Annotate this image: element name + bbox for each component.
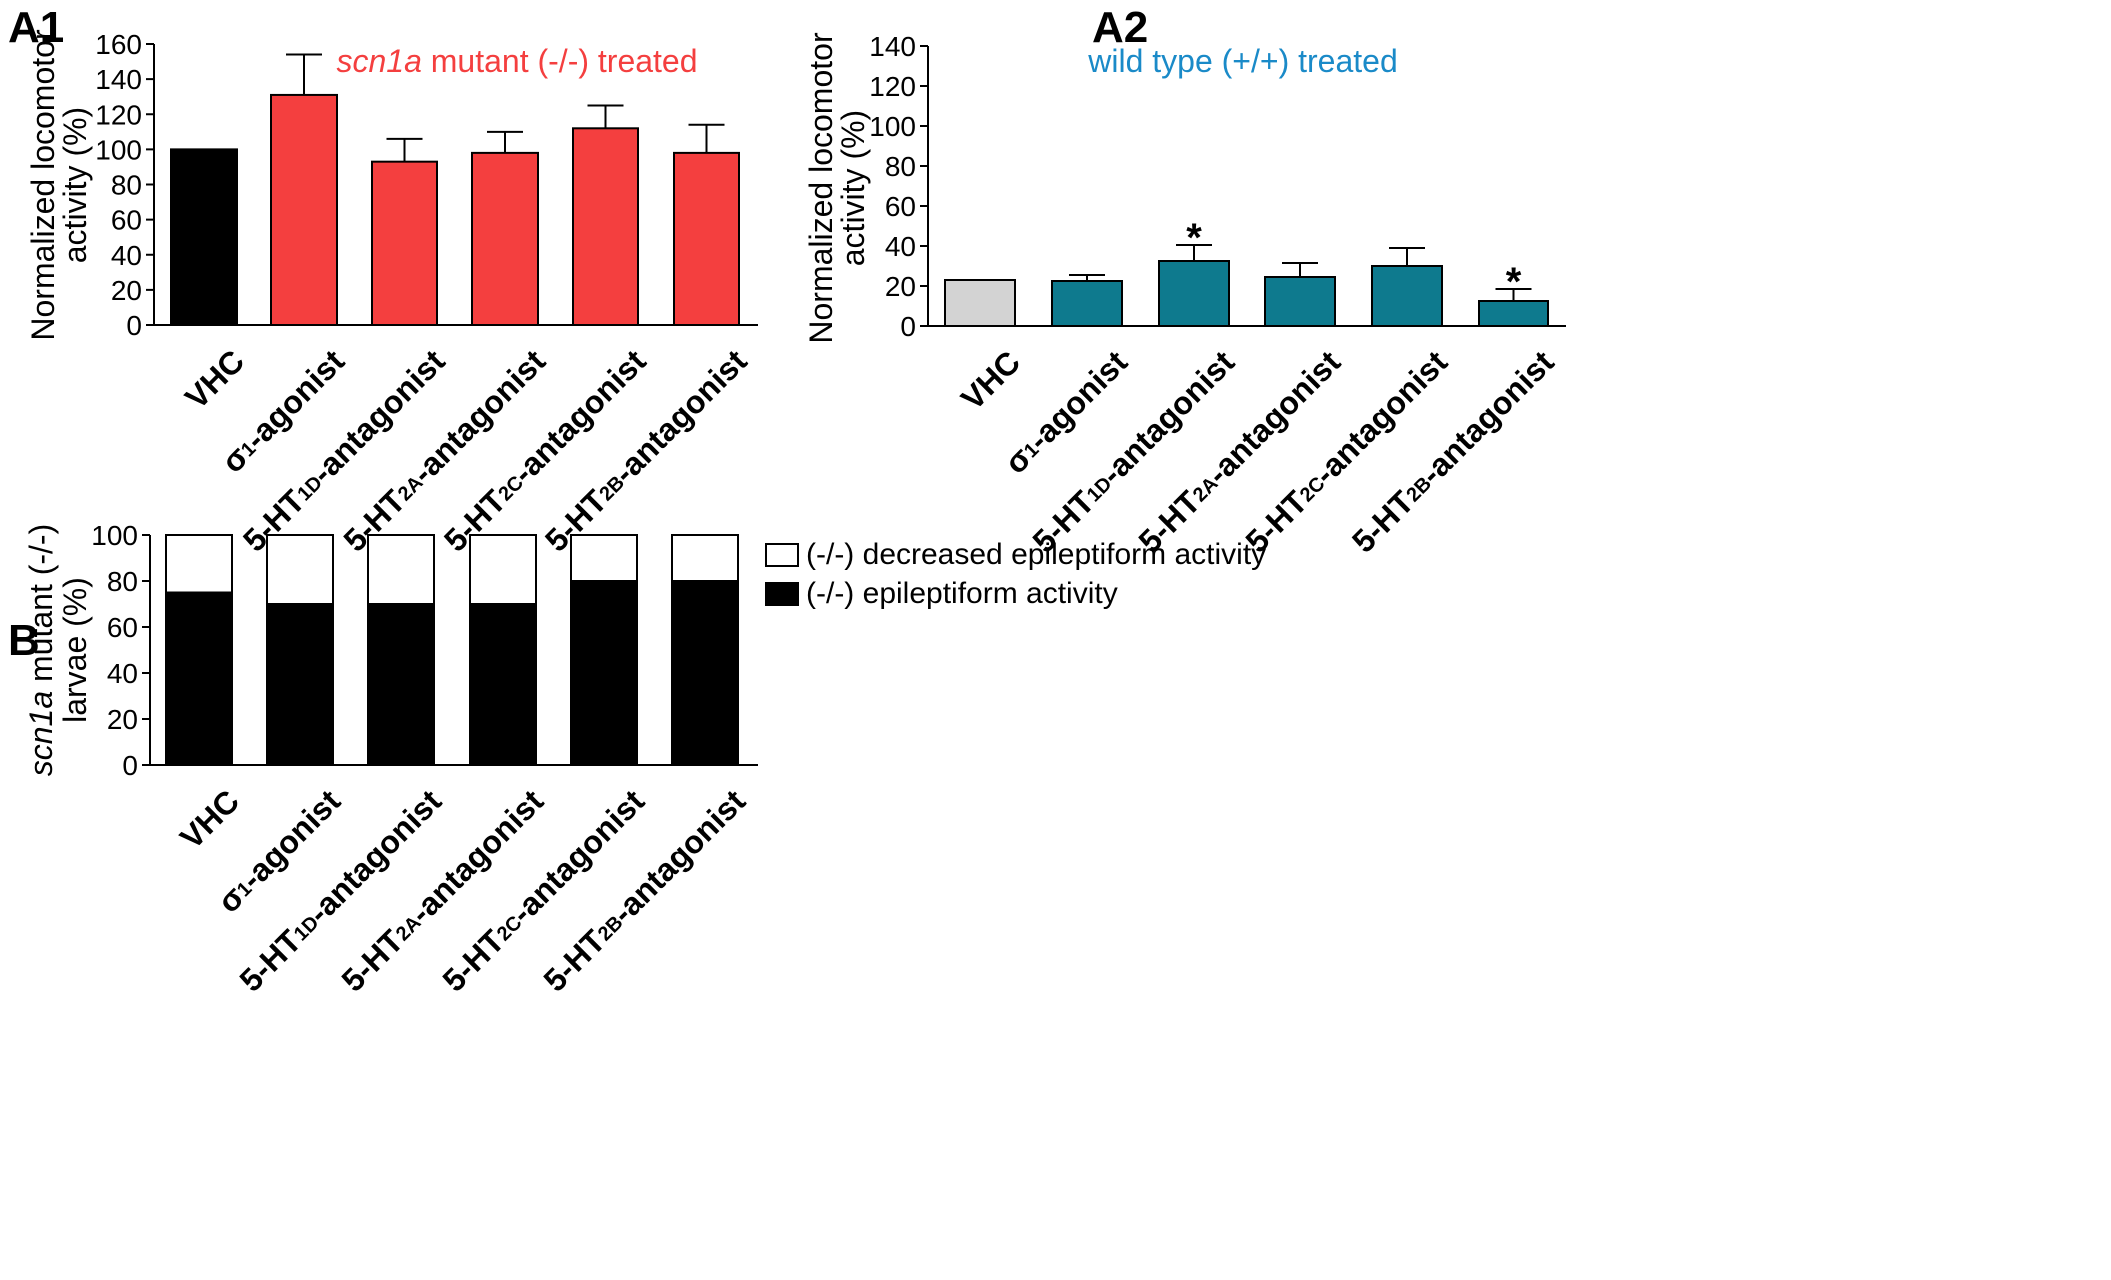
y-tick-label: 100 (869, 111, 916, 142)
y-tick-label: 40 (107, 658, 138, 689)
stacked-bar-segment (570, 580, 638, 766)
stacked-bar-segment (266, 603, 334, 766)
y-axis-label: Normalized locomotor (25, 29, 61, 341)
bar (170, 148, 238, 326)
stacked-bar-segment (469, 534, 537, 605)
stacked-bar-segment (671, 534, 739, 582)
bar (1158, 260, 1230, 327)
stacked-bar-segment (165, 591, 233, 766)
y-axis-label: Normalized locomotor (803, 32, 839, 344)
legend-swatch (765, 582, 799, 606)
bar (270, 93, 338, 327)
y-tick-label: 60 (107, 612, 138, 643)
stacked-bar-segment (469, 603, 537, 766)
bar (1264, 276, 1336, 327)
category-label: VHC (178, 343, 251, 416)
bar (673, 151, 740, 326)
legend-label: (-/-) decreased epileptiform activity (806, 538, 1266, 571)
y-tick-label: 120 (95, 99, 142, 130)
y-tick-label: 0 (122, 750, 138, 781)
y-axis-label: activity (%) (57, 107, 93, 263)
category-label: 5-HT1D-antagonist (1026, 344, 1242, 560)
category-label: 5-HT2A-antagonist (1132, 344, 1348, 560)
y-tick-label: 100 (91, 520, 138, 551)
y-tick-label: 0 (126, 310, 142, 341)
chart-b: 0 20 40 60 80 100 scn1a mutant (-/-)larvae (%)… (23, 520, 1266, 999)
y-tick-label: 40 (885, 231, 916, 262)
y-tick-label: 100 (95, 134, 142, 165)
significance-marker: * (1186, 216, 1202, 260)
significance-marker: * (1506, 260, 1522, 304)
bar (944, 279, 1016, 327)
y-tick-label: 160 (95, 29, 142, 60)
stacked-bar-segment (165, 534, 233, 594)
y-tick-label: 120 (869, 71, 916, 102)
y-tick-label: 20 (107, 704, 138, 735)
bar (1478, 300, 1549, 327)
y-tick-label: 20 (111, 275, 142, 306)
y-tick-label: 80 (885, 151, 916, 182)
y-tick-label: 20 (885, 271, 916, 302)
bar (471, 151, 539, 326)
bar (1371, 265, 1443, 327)
legend-label: (-/-) epileptiform activity (806, 577, 1118, 610)
y-tick-label: 140 (869, 31, 916, 62)
category-label: 5-HT2B-antagonist (1345, 344, 1561, 560)
chart-a2: 0 20 40 60 80 100 120 140 * * wild type (+/+) trea… (803, 31, 1566, 560)
category-label: VHC (173, 783, 246, 856)
legend-swatch (765, 543, 799, 567)
bar (371, 160, 438, 326)
chart-a1: 0 20 40 60 80 100 120 140 160 scn1a mutant (-/-) … (25, 29, 758, 559)
panel-label-b: B (8, 616, 40, 665)
y-tick-label: 0 (900, 311, 916, 342)
y-axis-label: activity (%) (835, 110, 871, 266)
stacked-bar-segment (266, 534, 334, 605)
y-axis-label: larvae (%) (57, 577, 93, 723)
y-tick-label: 80 (111, 170, 142, 201)
category-label: VHC (954, 344, 1027, 417)
panel-label-a1: A1 (8, 3, 64, 52)
stacked-bar-segment (367, 603, 435, 766)
stacked-bar-segment (367, 534, 435, 605)
y-tick-label: 80 (107, 566, 138, 597)
category-label: 5-HT2C-antagonist (1239, 344, 1455, 560)
stacked-bar-segment (570, 534, 638, 582)
bar (572, 127, 639, 326)
y-tick-label: 60 (885, 191, 916, 222)
y-tick-label: 140 (95, 64, 142, 95)
y-axis-label: scn1a mutant (-/-) (23, 524, 59, 777)
y-tick-label: 60 (111, 205, 142, 236)
bar (1051, 280, 1123, 327)
chart-title: wild type (+/+) treated (1087, 43, 1397, 79)
panel-label-a2: A2 (1092, 3, 1148, 52)
y-tick-label: 40 (111, 240, 142, 271)
stacked-bar-segment (671, 580, 739, 766)
chart-title: scn1a mutant (-/-) treated (336, 43, 697, 79)
